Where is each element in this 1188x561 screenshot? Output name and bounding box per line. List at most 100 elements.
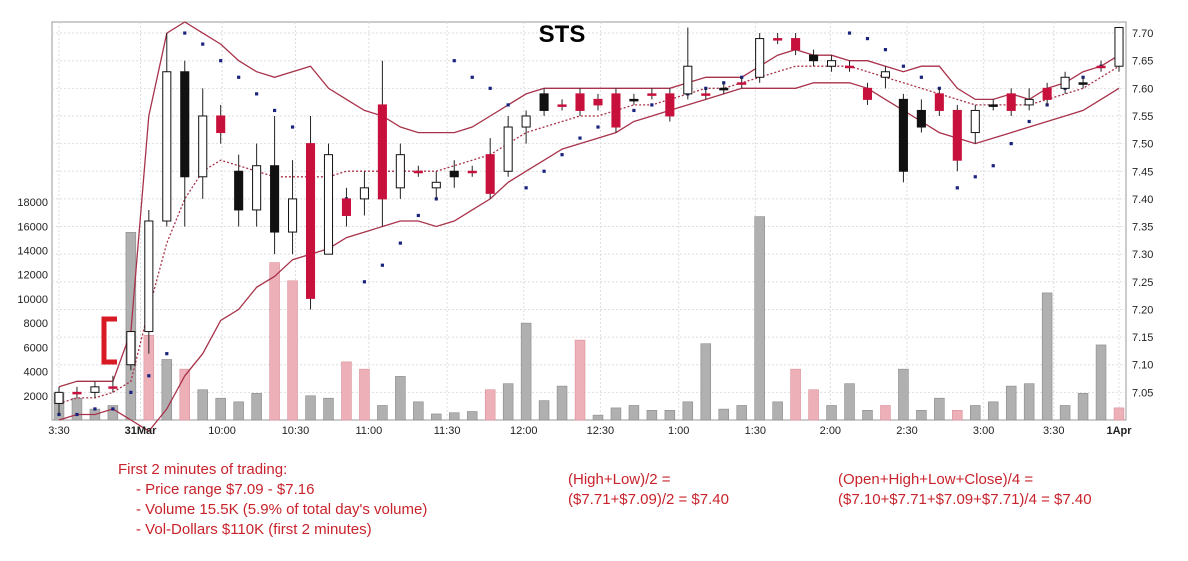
candle-body bbox=[934, 93, 944, 111]
candle bbox=[449, 160, 459, 188]
candle-body bbox=[413, 170, 423, 174]
candles bbox=[54, 27, 1124, 415]
price-tick-label: 7.30 bbox=[1132, 249, 1153, 261]
formula-line: ($7.10+$7.71+$7.09+$7.71)/4 = $7.40 bbox=[838, 491, 1092, 508]
sar-dot bbox=[955, 186, 959, 190]
candle-body bbox=[180, 71, 190, 178]
volume-bar bbox=[161, 359, 173, 421]
volume-bar bbox=[287, 280, 298, 421]
time-tick-label: 12:30 bbox=[587, 425, 615, 437]
time-tick-label: 2:30 bbox=[896, 425, 917, 437]
volume-bar bbox=[664, 410, 676, 421]
sar-dot bbox=[506, 103, 510, 107]
volume-bar bbox=[880, 405, 891, 421]
volume-bar bbox=[1059, 405, 1071, 421]
volume-bar bbox=[754, 216, 765, 421]
candle bbox=[270, 115, 280, 255]
volume-bar bbox=[987, 401, 999, 421]
time-tick-label: 3:00 bbox=[973, 425, 994, 437]
volume-bar bbox=[305, 395, 316, 421]
sar-dot bbox=[919, 75, 923, 79]
candle bbox=[323, 143, 334, 255]
sar-dot bbox=[865, 36, 870, 41]
note-heading: First 2 minutes of trading: bbox=[118, 461, 288, 478]
volume-bar bbox=[916, 410, 927, 421]
price-tick-label: 7.20 bbox=[1132, 304, 1153, 316]
volume-bar bbox=[970, 405, 981, 421]
candle-body bbox=[988, 104, 998, 107]
candle-body bbox=[683, 65, 693, 95]
volume-bar bbox=[772, 401, 783, 421]
price-tick-label: 7.60 bbox=[1132, 83, 1153, 95]
candle-body bbox=[1024, 98, 1034, 106]
candle-body bbox=[234, 170, 244, 211]
candle bbox=[862, 82, 873, 105]
candle bbox=[1042, 82, 1052, 105]
candle bbox=[773, 33, 783, 45]
candle-body bbox=[916, 109, 926, 128]
volume-tick-label: 18000 bbox=[17, 197, 48, 209]
candle-body bbox=[629, 98, 639, 102]
candle bbox=[719, 82, 729, 94]
volume-bar bbox=[538, 400, 550, 421]
candle bbox=[575, 88, 585, 116]
axes: 7.05 7.10 7.15 7.20 7.25 7.30 7.35 7.40 7.45 7.50… bbox=[17, 28, 1153, 437]
sar-dot bbox=[973, 175, 977, 179]
candle bbox=[252, 143, 262, 227]
sar-dot bbox=[237, 75, 241, 79]
volume-bar bbox=[790, 368, 801, 421]
price-tick-label: 7.50 bbox=[1132, 139, 1153, 151]
first-minutes-note: First 2 minutes of trading: Price range … bbox=[118, 460, 427, 540]
volume-tick-label: 16000 bbox=[17, 221, 48, 233]
candle bbox=[898, 93, 908, 183]
volume-bar bbox=[71, 397, 83, 421]
candle-body bbox=[557, 104, 567, 107]
volume-bar bbox=[610, 407, 622, 421]
candle bbox=[144, 209, 154, 354]
note-item: Price range $7.09 - $7.16 bbox=[118, 480, 427, 500]
candle bbox=[359, 171, 369, 216]
volume-bar bbox=[934, 397, 945, 421]
candle bbox=[467, 165, 477, 177]
volume-bar bbox=[502, 383, 514, 421]
candle bbox=[1006, 88, 1016, 116]
sar-dot bbox=[147, 374, 151, 378]
volume-tick-label: 6000 bbox=[24, 342, 48, 354]
price-tick-label: 7.40 bbox=[1132, 194, 1153, 206]
volume-bar bbox=[808, 389, 819, 421]
volume-bar bbox=[359, 368, 370, 421]
time-tick-label: 3:30 bbox=[48, 425, 69, 437]
candle bbox=[593, 93, 603, 111]
volume-bar bbox=[1023, 383, 1035, 421]
candle-body bbox=[521, 115, 531, 128]
candle-body bbox=[252, 165, 262, 211]
candle-body bbox=[216, 115, 226, 134]
volume-tick-label: 4000 bbox=[24, 367, 48, 379]
candle-body bbox=[970, 109, 980, 134]
volume-tick-label: 2000 bbox=[24, 391, 48, 403]
volume-bar bbox=[107, 405, 119, 421]
volume-bar bbox=[395, 376, 406, 421]
candle-body bbox=[54, 391, 64, 404]
candle-body bbox=[827, 60, 837, 67]
volume-bar bbox=[844, 383, 855, 421]
volume-bar bbox=[484, 389, 496, 421]
candle bbox=[234, 154, 244, 227]
volume-bar bbox=[233, 401, 244, 421]
candle-body bbox=[270, 165, 280, 233]
volume-bar bbox=[628, 405, 640, 421]
candle bbox=[737, 77, 747, 89]
volume-bar bbox=[251, 393, 262, 421]
sar-dot bbox=[111, 407, 115, 411]
candle bbox=[683, 27, 693, 100]
price-tick-label: 7.65 bbox=[1132, 56, 1153, 68]
candle-body bbox=[72, 391, 82, 395]
volume-tick-label: 12000 bbox=[17, 270, 48, 282]
sar-dot bbox=[937, 86, 941, 90]
candle bbox=[611, 88, 621, 133]
sar-dot bbox=[362, 280, 367, 284]
volume-bar bbox=[431, 413, 442, 421]
sar-dot bbox=[75, 412, 79, 417]
candle bbox=[916, 99, 926, 133]
sar-dot bbox=[524, 186, 528, 190]
